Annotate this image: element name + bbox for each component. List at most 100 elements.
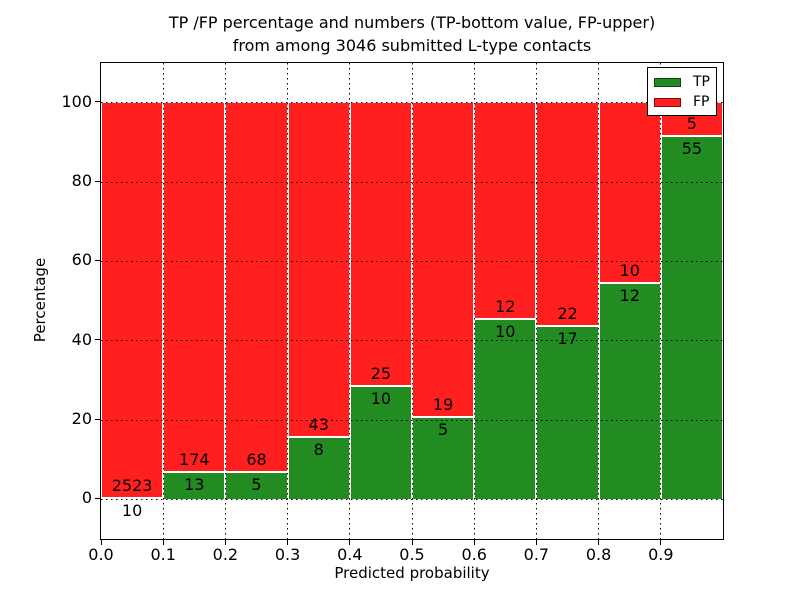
x-tick-mark — [411, 540, 413, 545]
gridline-vertical — [162, 63, 164, 539]
y-tick-mark — [95, 497, 100, 499]
chart-title-line1: TP /FP percentage and numbers (TP-bottom… — [168, 13, 656, 32]
bar-segment-fp — [225, 102, 288, 473]
tp-count-label: 5 — [251, 475, 262, 495]
fp-count-label: 43 — [308, 415, 329, 435]
gridline-horizontal — [101, 419, 723, 421]
tp-count-label: 10 — [495, 322, 516, 342]
x-tick-mark — [349, 540, 351, 545]
bars-layer — [101, 63, 723, 539]
tp-legend-label: TP — [693, 74, 710, 90]
fp-count-label: 22 — [557, 304, 578, 324]
y-tick-label: 40 — [71, 329, 92, 349]
chart-title: TP /FP percentage and numbers (TP-bottom… — [100, 11, 724, 57]
gridline-horizontal — [101, 260, 723, 262]
legend-entry-fp: FP — [654, 93, 716, 111]
bar-segment-fp — [163, 102, 226, 472]
bar-segment-tp — [225, 472, 288, 500]
bar-segment-fp — [412, 102, 475, 417]
tp-count-label: 55 — [681, 138, 703, 158]
x-tick-mark — [535, 540, 537, 545]
gridline-vertical — [411, 63, 413, 539]
tp-count-label: 10 — [370, 389, 392, 408]
legend-entry-tp: TP — [654, 73, 716, 91]
gridline-horizontal — [101, 340, 723, 342]
bar-segment-tp — [536, 326, 599, 500]
tp-legend-swatch — [654, 77, 681, 87]
tp-count-label: 13 — [184, 474, 205, 494]
x-tick-mark — [287, 540, 289, 545]
annotations-layer: 2523 10 174 13 68 5 43 8 25 10 19 5 12 10 22 17 10 12 5 55 — [101, 63, 723, 539]
bar-segment-fp — [287, 102, 350, 438]
gridline-vertical — [660, 63, 662, 539]
x-tick-label: 0.3 — [274, 545, 301, 564]
bar-segment-fp — [598, 102, 661, 283]
gridline-horizontal — [101, 498, 723, 500]
y-tick-mark — [95, 339, 100, 341]
gridline-vertical — [224, 63, 226, 539]
bar-segment-fp — [101, 102, 164, 498]
x-axis-label: Predicted probability — [334, 564, 490, 582]
grid-layer — [101, 63, 723, 539]
x-tick-label: 0.0 — [88, 545, 114, 564]
y-tick-label: 60 — [71, 250, 92, 270]
bar-segment-tp — [349, 386, 412, 500]
fp-count-label: 10 — [619, 260, 640, 280]
gridline-horizontal — [101, 181, 723, 183]
x-tick-mark — [224, 540, 226, 545]
bar-segment-tp — [287, 437, 350, 500]
bar-segment-tp — [598, 282, 661, 500]
y-tick-label: 100 — [61, 91, 92, 111]
bar-segment-fp — [474, 102, 537, 320]
x-tick-label: 0.9 — [648, 545, 674, 564]
y-tick-label: 80 — [71, 171, 92, 190]
fp-count-label: 5 — [686, 113, 697, 133]
legend: TP FP — [647, 67, 717, 116]
fp-legend-label: FP — [693, 94, 710, 110]
tp-count-label: 10 — [121, 500, 143, 520]
x-tick-label: 0.7 — [523, 545, 550, 564]
fp-legend-swatch — [654, 97, 681, 107]
bar-segment-tp — [163, 471, 226, 500]
x-tick-mark — [660, 540, 662, 545]
y-tick-mark — [95, 101, 100, 103]
x-tick-label: 0.2 — [212, 545, 239, 564]
bar-segment-tp — [412, 416, 475, 500]
y-tick-mark — [95, 418, 100, 420]
fp-count-label: 12 — [495, 297, 516, 317]
gridline-vertical — [287, 63, 289, 539]
fp-count-label: 25 — [370, 364, 392, 383]
x-tick-label: 0.1 — [150, 545, 176, 564]
gridline-vertical — [598, 63, 600, 539]
bar-segment-tp — [474, 319, 537, 500]
bar-segment-fp — [536, 102, 599, 327]
x-tick-mark — [162, 540, 164, 545]
bar-segment-fp — [349, 102, 412, 386]
tp-count-label: 8 — [313, 440, 324, 460]
x-tick-mark — [598, 540, 600, 545]
x-tick-mark — [473, 540, 475, 545]
y-tick-mark — [95, 180, 100, 182]
bar-segment-tp — [660, 135, 723, 500]
tp-count-label: 5 — [438, 419, 449, 439]
x-tick-label: 0.8 — [585, 545, 612, 564]
x-tick-mark — [100, 540, 102, 545]
y-tick-label: 0 — [81, 488, 92, 508]
gridline-vertical — [535, 63, 537, 539]
tp-count-label: 12 — [619, 285, 640, 305]
y-tick-mark — [95, 259, 100, 261]
fp-count-label: 2523 — [111, 475, 153, 495]
gridline-vertical — [349, 63, 351, 539]
x-tick-label: 0.6 — [461, 545, 487, 564]
fp-count-label: 68 — [246, 450, 267, 470]
gridline-vertical — [473, 63, 475, 539]
y-tick-label: 20 — [71, 409, 92, 428]
x-tick-label: 0.4 — [337, 545, 363, 564]
bar-segment-tp — [101, 497, 164, 500]
x-tick-label: 0.5 — [399, 545, 425, 564]
gridline-horizontal — [101, 102, 723, 104]
tp-count-label: 17 — [557, 329, 578, 349]
plot-area: 2523 10 174 13 68 5 43 8 25 10 19 5 12 10 22 17 10 12 5 55 … — [100, 62, 724, 540]
chart-title-line2: from among 3046 submitted L-type contact… — [232, 36, 592, 55]
